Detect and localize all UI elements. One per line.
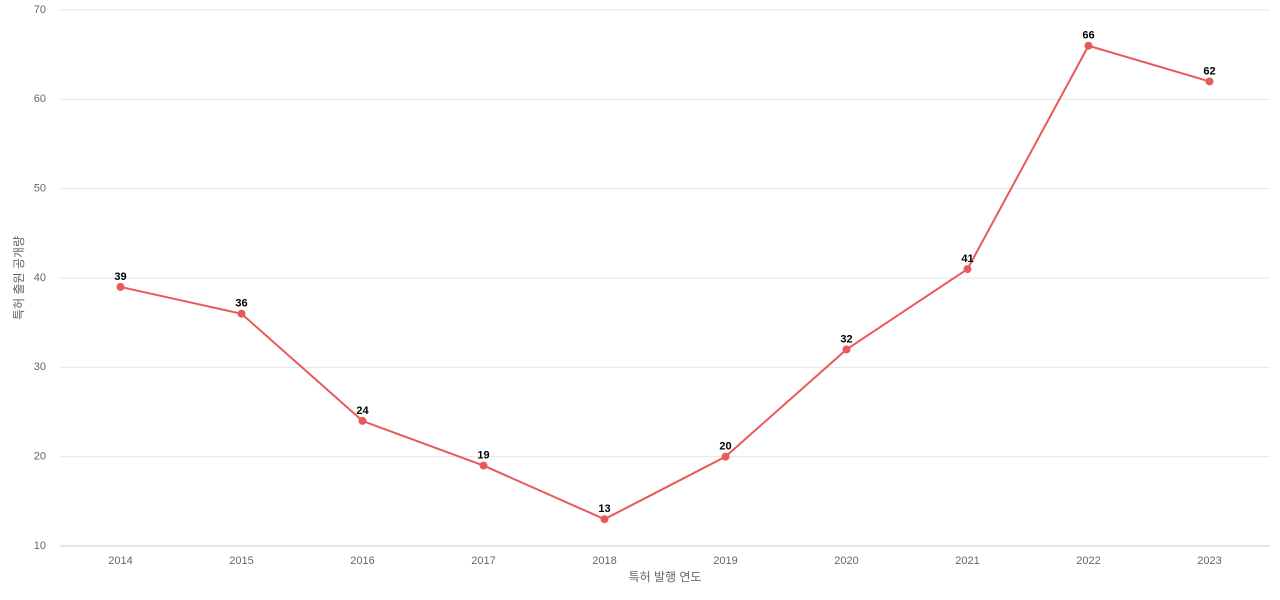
point	[116, 282, 125, 291]
y-axis-label: 특허 출원 공개량	[12, 236, 26, 320]
point	[1084, 41, 1093, 50]
data-label: 13	[598, 503, 610, 515]
point	[237, 309, 246, 318]
x-axis-label: 특허 발행 연도	[629, 569, 702, 584]
x-tick-label: 2022	[1076, 555, 1100, 567]
data-label: 66	[1082, 30, 1094, 42]
data-label: 19	[477, 450, 489, 462]
point	[1205, 77, 1214, 86]
y-tick-label: 70	[34, 4, 46, 16]
point	[479, 461, 488, 470]
y-tick-label: 50	[34, 183, 46, 195]
data-label: 24	[356, 405, 369, 417]
point	[842, 345, 851, 354]
data-label: 20	[719, 441, 731, 453]
data-label: 41	[961, 253, 973, 265]
data-label: 62	[1203, 65, 1215, 77]
point	[963, 265, 972, 274]
data-label: 39	[114, 271, 126, 283]
point	[600, 515, 609, 524]
y-tick-label: 40	[34, 272, 46, 284]
x-tick-label: 2016	[350, 555, 374, 567]
y-tick-label: 20	[34, 451, 46, 463]
y-tick-label: 10	[34, 540, 46, 552]
y-tick-label: 30	[34, 361, 46, 373]
x-tick-label: 2017	[471, 555, 495, 567]
y-tick-label: 60	[34, 93, 46, 105]
x-tick-label: 2019	[713, 555, 737, 567]
point	[721, 452, 730, 461]
x-tick-label: 2023	[1197, 555, 1221, 567]
data-label: 32	[840, 333, 852, 345]
x-tick-label: 2014	[108, 555, 132, 567]
x-tick-label: 2018	[592, 555, 616, 567]
x-tick-label: 2020	[834, 555, 858, 567]
x-tick-label: 2015	[229, 555, 253, 567]
data-label: 36	[235, 298, 247, 310]
x-tick-label: 2021	[955, 555, 979, 567]
line	[120, 44, 1210, 521]
point	[358, 416, 367, 425]
